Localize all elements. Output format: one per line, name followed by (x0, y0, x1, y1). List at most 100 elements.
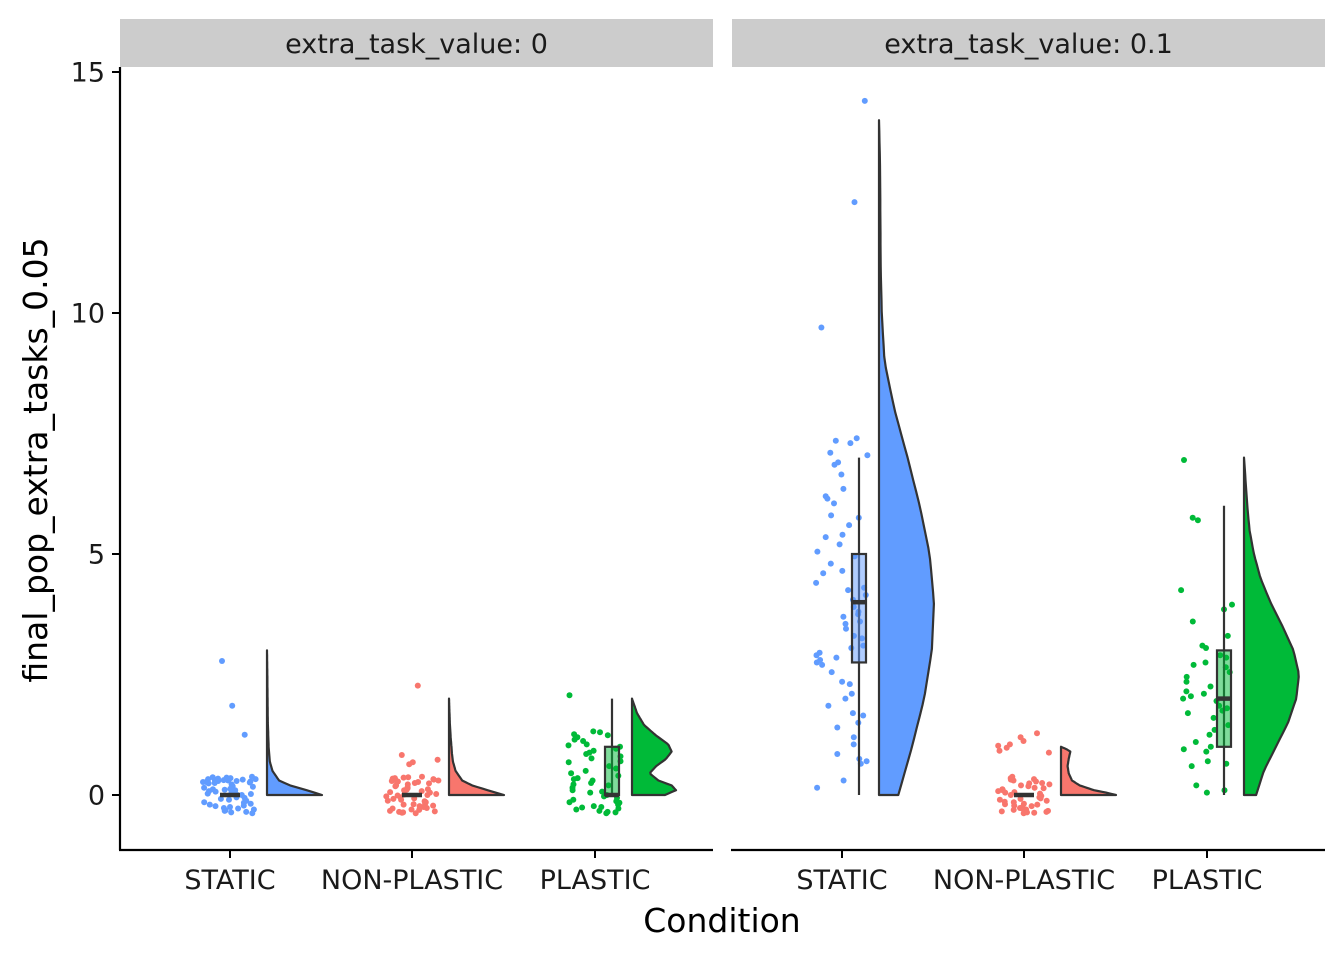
data-point (217, 795, 224, 802)
data-point (1183, 678, 1190, 685)
data-point (1034, 730, 1040, 737)
data-point (1001, 798, 1008, 805)
data-point (834, 751, 841, 757)
data-point (212, 803, 219, 810)
data-point (598, 804, 605, 810)
data-point (831, 500, 837, 507)
data-point (1031, 776, 1037, 783)
data-point (241, 731, 248, 738)
data-point (814, 784, 821, 791)
data-point (832, 437, 839, 444)
data-point (1202, 659, 1209, 666)
density-violin (630, 697, 678, 797)
data-point (408, 806, 415, 813)
data-point (845, 587, 852, 594)
data-point (415, 779, 422, 785)
density-violin (877, 119, 935, 797)
data-point (414, 682, 421, 689)
data-point (394, 792, 401, 799)
data-point (996, 796, 1003, 803)
density-violin (1059, 745, 1118, 797)
data-point (206, 801, 213, 808)
data-point (566, 799, 573, 806)
data-point (1010, 806, 1017, 813)
data-point (1003, 744, 1010, 751)
data-point (569, 787, 576, 794)
data-point (612, 809, 619, 816)
data-point (1207, 683, 1214, 690)
data-point (1200, 690, 1207, 697)
x-tick-label-nonplastic-1: NON-PLASTIC (933, 865, 1115, 896)
chart-marks (200, 97, 1300, 817)
x-tick-label-static-1: STATIC (796, 865, 887, 896)
data-point (434, 756, 441, 763)
data-point (822, 534, 829, 541)
data-point (604, 732, 611, 739)
data-point (1017, 795, 1024, 802)
data-point (599, 788, 606, 795)
density-violin (447, 697, 506, 797)
data-point (201, 784, 208, 791)
x-tick-label-plastic-1: PLASTIC (1152, 865, 1263, 896)
facet-strip-1-label: extra_task_value: 0.1 (884, 29, 1173, 60)
data-point (860, 712, 867, 719)
data-point (423, 805, 430, 811)
data-point (1189, 618, 1196, 625)
data-point (405, 774, 412, 781)
density-violin (1242, 456, 1300, 797)
data-point (995, 788, 1002, 795)
data-point (430, 802, 437, 809)
data-point (1045, 749, 1052, 756)
data-point (1224, 632, 1231, 639)
data-point (1046, 781, 1053, 788)
data-point (1210, 714, 1217, 721)
data-point (571, 736, 578, 743)
data-point (565, 742, 572, 749)
data-point (839, 678, 846, 685)
data-point (853, 435, 860, 442)
data-point (843, 625, 849, 632)
data-point (1026, 780, 1033, 787)
data-point (820, 570, 827, 577)
data-point (995, 742, 1002, 749)
data-point (388, 778, 395, 784)
data-point (1229, 601, 1235, 608)
data-point (204, 790, 211, 797)
x-tick-label-static-0: STATIC (184, 865, 275, 896)
data-point (430, 776, 437, 783)
data-point (387, 807, 393, 814)
data-point (247, 791, 254, 797)
data-point (834, 724, 841, 731)
data-point (209, 774, 216, 781)
data-point (201, 799, 208, 806)
data-point (235, 805, 242, 812)
data-point (1189, 514, 1196, 521)
data-point (814, 548, 821, 555)
data-point (827, 449, 834, 456)
x-axis-facet-0: STATIC NON-PLASTIC PLASTIC (184, 850, 650, 896)
data-point (583, 741, 590, 748)
data-point (597, 729, 603, 736)
data-point (1183, 673, 1190, 680)
data-point (398, 752, 405, 758)
data-point (847, 440, 854, 447)
data-point (1180, 746, 1187, 753)
data-point (247, 800, 254, 807)
data-point (590, 728, 597, 735)
x-tick-label-plastic-0: PLASTIC (540, 865, 651, 896)
data-point (590, 803, 597, 810)
y-tick-10: 10 (71, 299, 120, 330)
data-point (998, 808, 1005, 815)
data-point (400, 774, 407, 781)
data-point (1187, 693, 1194, 700)
data-point (813, 652, 820, 659)
y-axis: 0 5 10 15 (71, 58, 120, 812)
data-point (221, 786, 228, 793)
group-plastic-0 (565, 692, 678, 817)
data-point (863, 758, 870, 765)
data-point (813, 659, 820, 666)
data-point (861, 97, 868, 104)
data-point (840, 485, 847, 492)
data-point (220, 805, 227, 811)
